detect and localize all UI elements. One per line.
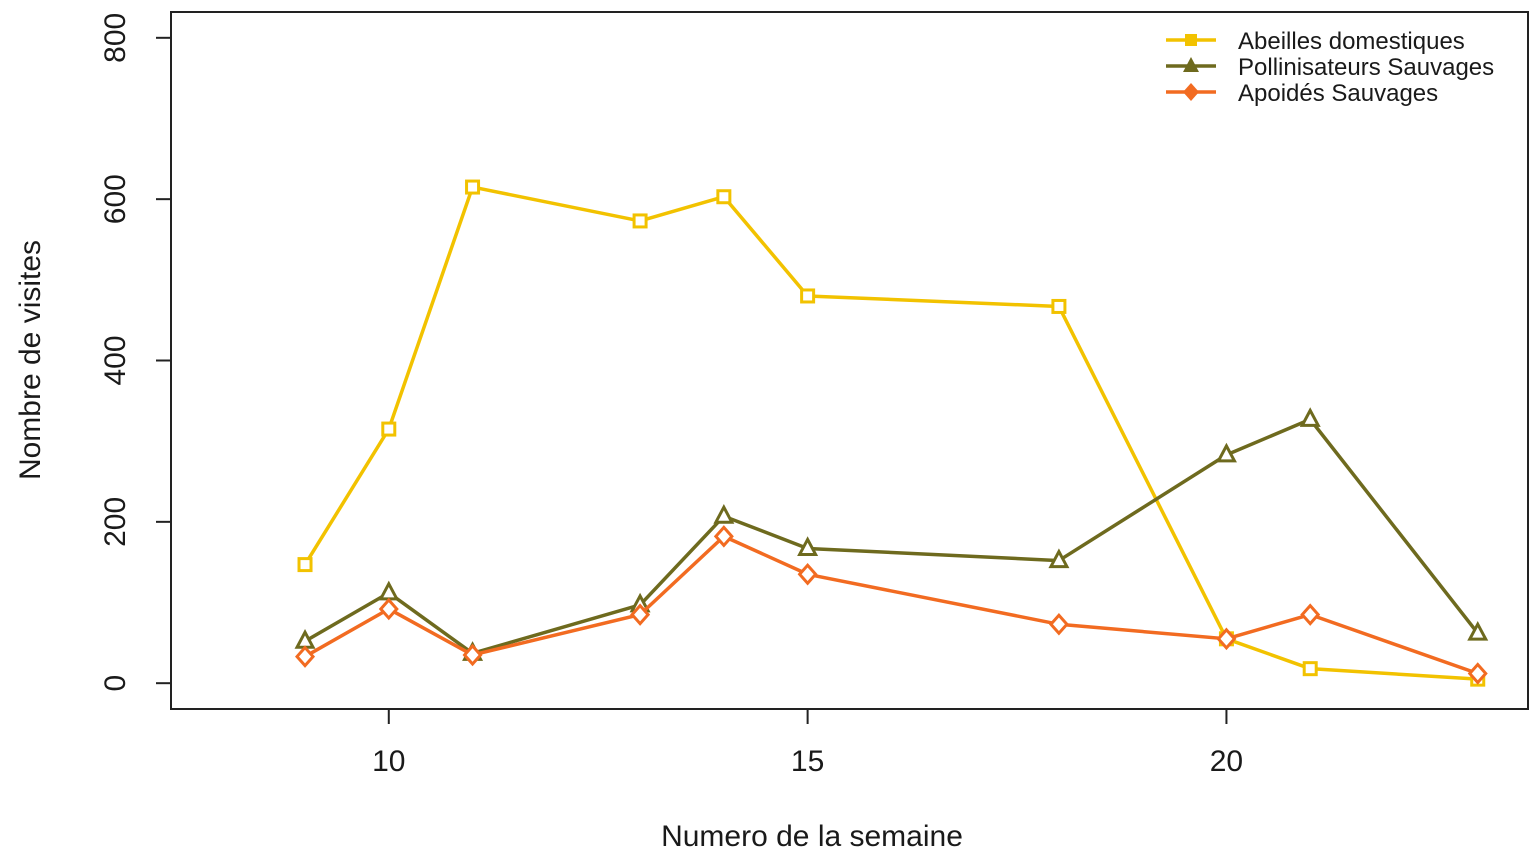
data-point (295, 645, 316, 668)
plot-frame (170, 11, 1529, 710)
data-point (462, 643, 483, 667)
data-point (1051, 298, 1067, 314)
x-axis: 10 15 20 (372, 708, 1243, 778)
data-point (378, 597, 399, 621)
y-axis-title: Nombre de visites (14, 240, 47, 480)
data-point (1299, 407, 1321, 427)
data-point (716, 189, 732, 205)
y-axis: 0 200 400 600 800 (99, 13, 172, 692)
data-point (1300, 603, 1321, 626)
data-point (1216, 627, 1237, 651)
y-tick-label: 600 (99, 174, 132, 224)
series-line (304, 534, 1479, 676)
y-tick-label: 200 (99, 497, 132, 547)
data-point (800, 288, 816, 304)
x-tick-label: 10 (372, 745, 405, 778)
data-point (1302, 661, 1318, 677)
data-point (294, 629, 316, 649)
y-tick-label: 0 (99, 675, 132, 692)
data-point (797, 536, 819, 556)
data-point (632, 213, 648, 229)
x-tick-label: 15 (791, 745, 824, 778)
x-axis-title: Numero de la semaine (661, 820, 963, 853)
legend-item: Pollinisateurs Sauvages (1166, 54, 1494, 81)
data-point (381, 421, 397, 437)
y-tick-label: 400 (99, 335, 132, 385)
data-point (1467, 620, 1489, 641)
data-point (713, 504, 735, 524)
series-line (304, 417, 1480, 656)
legend-marker (1183, 57, 1199, 72)
data-point (1048, 548, 1070, 569)
x-tick-label: 20 (1210, 745, 1243, 778)
data-point (1215, 442, 1237, 463)
legend-marker (1185, 34, 1197, 46)
legend-item: Abeilles domestiques (1166, 28, 1465, 55)
series-line (303, 185, 1478, 681)
data-point (1048, 613, 1069, 636)
series-layer (294, 179, 1489, 687)
legend-label: Abeilles domestiques (1238, 28, 1465, 55)
data-point (713, 525, 734, 548)
data-point (378, 580, 400, 601)
data-point (465, 179, 481, 195)
legend-label: Apoidés Sauvages (1238, 80, 1438, 107)
legend-label: Pollinisateurs Sauvages (1238, 54, 1494, 81)
data-point (1467, 662, 1488, 685)
legend-marker (1183, 83, 1199, 101)
data-point (630, 603, 651, 626)
y-tick-label: 800 (99, 13, 132, 63)
series-3 (295, 525, 1488, 685)
legend-item: Apoidés Sauvages (1166, 80, 1438, 107)
data-point (297, 557, 313, 573)
data-point (797, 563, 818, 586)
